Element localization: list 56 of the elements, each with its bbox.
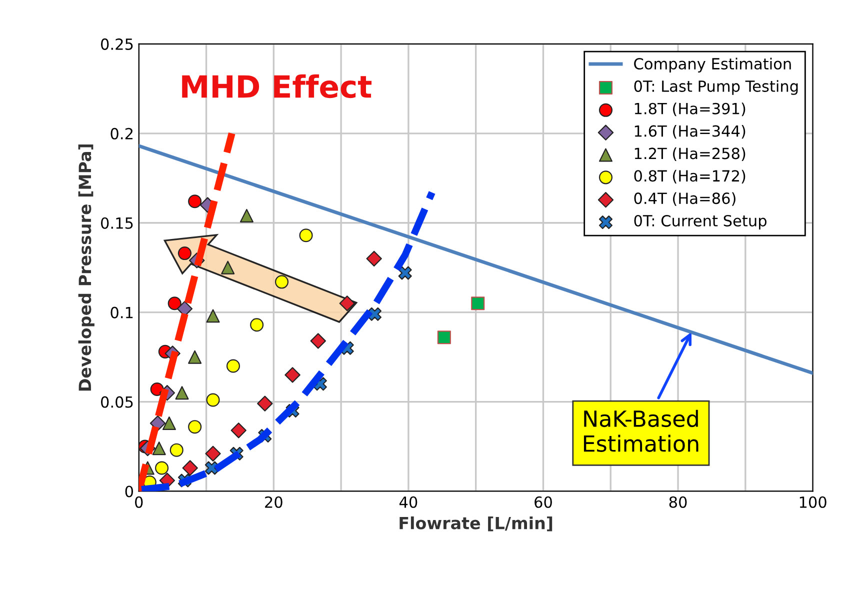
y-tick-label: 0.25	[101, 38, 133, 50]
point	[284, 367, 300, 383]
y-tick-label: 0	[125, 486, 133, 498]
point	[175, 386, 189, 400]
point	[204, 461, 218, 475]
annotation: MHD Effect	[182, 74, 372, 98]
point	[437, 330, 451, 344]
x-tick-label: 0	[135, 496, 143, 508]
legend-label: 1.6T (Ha=344)	[634, 124, 746, 139]
y-tick-label: 0.15	[101, 217, 133, 229]
point	[188, 350, 202, 364]
y-tick-label: 0.2	[110, 128, 132, 140]
point	[250, 318, 264, 332]
legend-label: 0.4T (Ha=86)	[634, 192, 736, 206]
point	[226, 359, 240, 373]
point	[368, 307, 382, 321]
point	[150, 415, 166, 432]
x-tick-label: 40	[399, 496, 418, 508]
y-tick-label: 0.1	[110, 306, 133, 318]
legend-label: 0T: Current Setup	[634, 214, 766, 230]
point	[230, 422, 246, 438]
point	[257, 396, 273, 412]
x-tick-label: 100	[800, 496, 826, 508]
annotation: NaK-Based Estimation	[584, 410, 698, 452]
x-tick-label: 80	[669, 496, 687, 508]
y-axis-title: Developed Pressure [MPa]	[78, 144, 94, 391]
legend-label: 1.8T (Ha=391)	[634, 102, 746, 116]
x-tick-label: 20	[265, 496, 282, 508]
point	[178, 246, 192, 260]
point	[162, 416, 176, 430]
legend-label: 1.2T (Ha=258)	[634, 147, 746, 162]
point	[188, 420, 202, 434]
point	[152, 442, 166, 456]
point	[339, 296, 355, 312]
point	[206, 393, 220, 407]
point	[366, 250, 382, 266]
legend-label: Company Estimation	[634, 58, 791, 72]
point	[299, 228, 313, 242]
point	[274, 275, 289, 289]
point	[310, 333, 326, 349]
point	[398, 266, 412, 280]
point	[170, 443, 184, 457]
point	[155, 461, 169, 475]
point	[182, 460, 198, 476]
point	[205, 446, 221, 462]
y-tick-label: 0.05	[101, 396, 133, 408]
legend-label: 0.8T (Ha=172)	[634, 170, 746, 184]
point	[240, 208, 254, 222]
x-tick-label: 60	[534, 496, 552, 508]
x-axis-title: Flowrate [L/min]	[400, 516, 552, 532]
point	[221, 260, 235, 274]
point	[471, 296, 485, 310]
legend-label: 0T: Last Pump Testing	[634, 80, 798, 95]
point	[168, 296, 182, 310]
point	[206, 309, 220, 323]
point	[188, 194, 202, 208]
